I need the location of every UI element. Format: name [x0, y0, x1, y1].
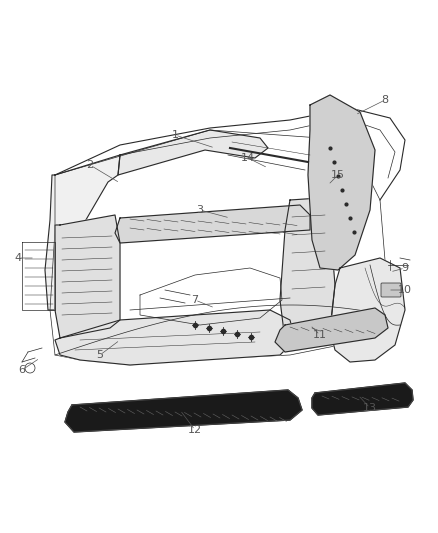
Text: 10: 10: [398, 285, 412, 295]
Polygon shape: [312, 383, 413, 415]
Text: 11: 11: [313, 330, 327, 340]
Text: 7: 7: [191, 295, 198, 305]
Text: 12: 12: [188, 425, 202, 435]
Text: 6: 6: [18, 365, 25, 375]
Text: 4: 4: [14, 253, 21, 263]
Text: 8: 8: [381, 95, 389, 105]
Polygon shape: [65, 390, 302, 432]
Polygon shape: [275, 308, 388, 352]
Text: 2: 2: [86, 160, 94, 170]
Text: 3: 3: [197, 205, 204, 215]
Text: 1: 1: [172, 130, 179, 140]
Polygon shape: [308, 95, 375, 270]
Text: 15: 15: [331, 170, 345, 180]
Polygon shape: [118, 130, 268, 175]
Text: 14: 14: [241, 153, 255, 163]
Text: 9: 9: [402, 263, 409, 273]
Text: 5: 5: [96, 350, 103, 360]
Polygon shape: [55, 310, 295, 365]
Polygon shape: [115, 205, 310, 243]
Text: 13: 13: [363, 403, 377, 413]
Polygon shape: [280, 198, 335, 345]
Polygon shape: [55, 215, 120, 338]
Polygon shape: [45, 155, 120, 310]
Polygon shape: [330, 258, 405, 362]
FancyBboxPatch shape: [381, 283, 401, 297]
